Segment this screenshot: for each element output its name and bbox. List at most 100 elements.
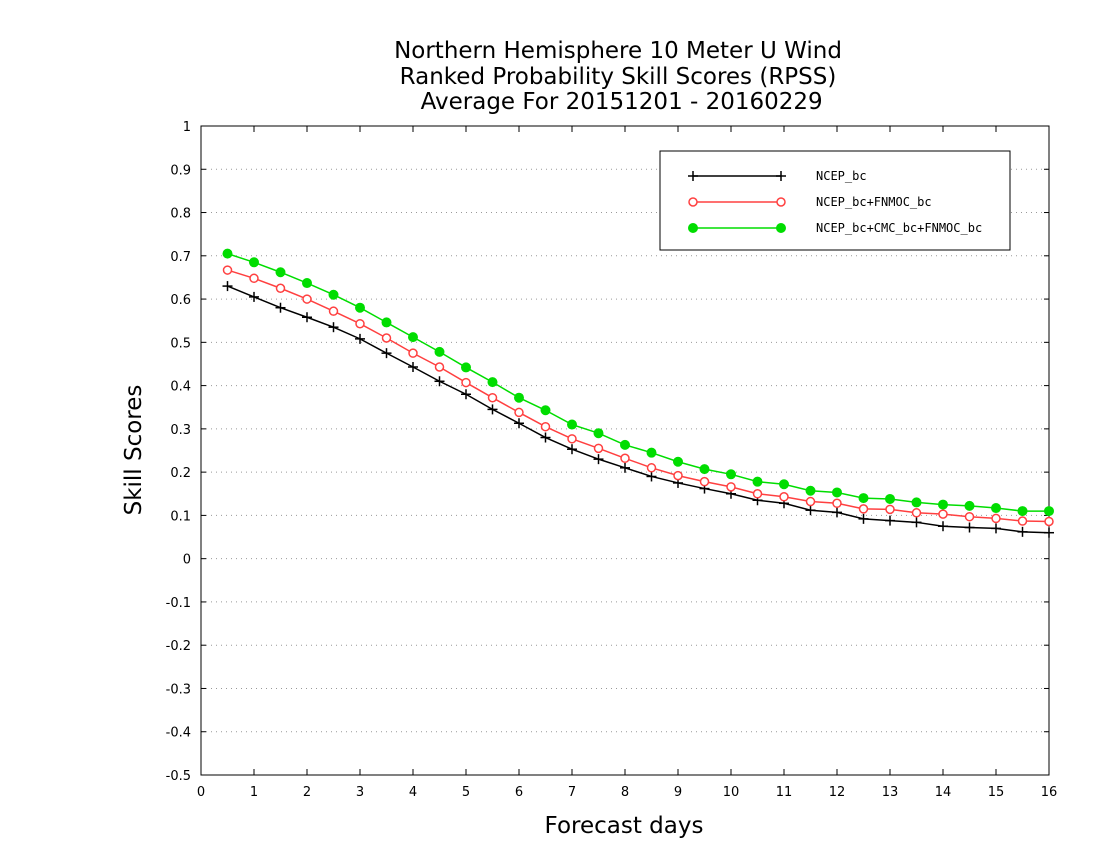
point-s0-2	[275, 302, 286, 313]
point-s0-22	[805, 505, 816, 516]
point-s0-9	[461, 389, 471, 400]
y-axis-ticks: -0.5 -0.4 -0.3 -0.2 -0.1 0 0.1 0.2 0.3 0.4 0.5 0.6 0…	[166, 120, 1049, 784]
point-s1-1	[249, 273, 259, 284]
point-s0-25	[885, 515, 895, 526]
point-s0-4	[328, 322, 339, 333]
grid-lines	[201, 168, 1049, 733]
point-s0-23	[832, 507, 842, 518]
point-s1-3	[302, 294, 312, 304]
point-s1-0	[222, 265, 233, 275]
series-2	[222, 248, 1054, 517]
point-s1-25	[885, 504, 895, 515]
x-tick-label-4: 4	[409, 785, 417, 800]
point-s0-29	[991, 523, 1001, 534]
chart-title-line-2: Ranked Probability Skill Scores (RPSS)	[400, 64, 837, 90]
point-s1-30	[1017, 516, 1028, 526]
point-s0-31	[1044, 527, 1054, 538]
legend-marker-start-1	[688, 197, 698, 207]
point-s1-23	[832, 498, 842, 509]
point-s2-17	[673, 456, 683, 467]
point-s2-29	[991, 503, 1001, 514]
y-tick-label-8: 0.3	[170, 423, 191, 438]
point-s0-8	[434, 376, 445, 387]
point-s1-29	[991, 513, 1001, 524]
legend-label-1: NCEP_bc+FNMOC_bc	[816, 195, 932, 209]
point-s1-2	[275, 283, 286, 293]
point-s1-8	[434, 362, 445, 372]
legend: NCEP_bc NCEP_bc+FNMOC_bc NCEP_bc+CMC_bc+FN…	[659, 150, 1011, 251]
point-s2-15	[620, 439, 630, 450]
point-s1-28	[964, 511, 975, 522]
point-s0-6	[381, 348, 392, 359]
point-s0-28	[964, 522, 975, 533]
point-s0-3	[302, 312, 312, 323]
point-s0-15	[620, 462, 630, 473]
point-s2-5	[355, 302, 365, 313]
legend-marker-end-0	[776, 171, 786, 181]
legend-label-0: NCEP_bc	[816, 169, 867, 183]
point-s2-26	[911, 497, 922, 508]
point-s1-17	[673, 470, 683, 481]
point-s2-6	[381, 317, 392, 328]
point-s1-31	[1044, 516, 1054, 527]
point-s2-22	[805, 485, 816, 496]
y-tick-label-14: 0.9	[170, 163, 191, 178]
x-tick-label-1: 1	[250, 785, 258, 800]
point-s2-20	[752, 476, 763, 487]
point-s1-11	[514, 407, 524, 418]
point-s1-21	[779, 492, 789, 502]
x-tick-label-0: 0	[197, 785, 205, 800]
y-tick-label-10: 0.5	[170, 336, 191, 351]
y-tick-label-15: 1	[183, 120, 191, 135]
series-line-0	[227, 285, 1050, 534]
point-s1-9	[461, 377, 471, 388]
x-tick-label-8: 8	[621, 785, 629, 800]
legend-box	[659, 150, 1011, 251]
series-group	[222, 248, 1054, 538]
y-tick-label-4: -0.1	[166, 596, 191, 611]
y-tick-label-13: 0.8	[170, 207, 191, 222]
point-s1-4	[328, 306, 339, 316]
point-s2-25	[885, 493, 895, 504]
legend-label-2: NCEP_bc+CMC_bc+FNMOC_bc	[816, 221, 982, 235]
point-s1-14	[593, 443, 604, 454]
point-s2-21	[779, 479, 789, 490]
point-s1-22	[805, 496, 816, 507]
point-s2-9	[461, 362, 471, 373]
x-tick-label-3: 3	[356, 785, 364, 800]
x-tick-label-7: 7	[568, 785, 576, 800]
y-axis-title: Skill Scores	[121, 385, 147, 516]
point-s2-13	[567, 419, 577, 430]
y-tick-label-5: 0	[183, 553, 191, 568]
x-tick-label-16: 16	[1041, 785, 1058, 800]
y-tick-label-3: -0.2	[166, 639, 191, 654]
point-s2-3	[302, 278, 312, 289]
x-tick-label-15: 15	[988, 785, 1005, 800]
y-tick-label-2: -0.3	[166, 682, 191, 697]
x-tick-label-9: 9	[674, 785, 682, 800]
x-tick-label-12: 12	[829, 785, 846, 800]
point-s0-13	[567, 444, 577, 455]
chart-title-line-3: Average For 20151201 - 20160229	[413, 89, 822, 115]
point-s2-14	[593, 428, 604, 439]
y-tick-label-7: 0.2	[170, 466, 191, 481]
point-s0-12	[540, 432, 551, 443]
y-tick-label-6: 0.1	[170, 509, 191, 524]
point-s1-5	[355, 318, 365, 329]
point-s2-30	[1017, 506, 1028, 517]
y-tick-label-9: 0.4	[170, 380, 191, 395]
y-tick-label-12: 0.7	[170, 250, 191, 265]
point-s2-11	[514, 392, 524, 403]
point-s1-19	[726, 482, 736, 492]
point-s2-23	[832, 487, 842, 498]
legend-marker-start-0	[688, 171, 698, 181]
point-s1-12	[540, 421, 551, 432]
point-s0-27	[938, 521, 948, 532]
point-s0-1	[249, 291, 259, 302]
point-s1-13	[567, 434, 577, 444]
point-s2-0	[222, 248, 233, 259]
x-tick-label-11: 11	[776, 785, 793, 800]
x-axis-title: Forecast days	[545, 813, 704, 839]
point-s0-0	[222, 281, 233, 292]
